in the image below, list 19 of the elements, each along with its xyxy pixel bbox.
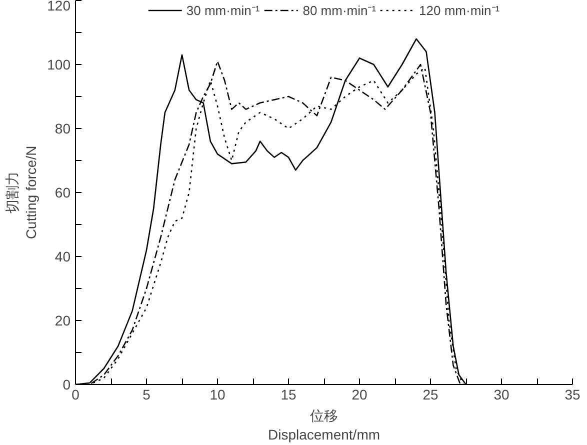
x-axis-title: 位移 Displacement/mm	[268, 408, 380, 443]
x-tick-label: 15	[280, 386, 296, 402]
y-tick-label: 0	[62, 376, 71, 392]
y-tick-label: 60	[54, 184, 71, 200]
x-tick-label: 25	[422, 386, 438, 402]
legend-label: 80 mm·min⁻¹	[302, 2, 376, 19]
y-tick-label: 40	[54, 248, 71, 264]
x-tick-label: 35	[564, 386, 580, 402]
y-tick-label: 80	[54, 120, 71, 136]
y-axis-title: 切割力 Cutting force/N	[4, 146, 40, 240]
y-tick-label: 100	[47, 56, 71, 72]
legend-label: 120 mm·min⁻¹	[419, 2, 500, 19]
y-tick-label: 20	[54, 312, 71, 328]
x-tick-label: 30	[494, 386, 510, 402]
x-tick-label: 20	[352, 386, 368, 402]
y-tick-label: 120	[47, 0, 71, 14]
x-tick-label: 5	[142, 386, 151, 402]
legend-label: 30 mm·min⁻¹	[186, 2, 260, 19]
x-tick-label: 10	[210, 386, 226, 402]
